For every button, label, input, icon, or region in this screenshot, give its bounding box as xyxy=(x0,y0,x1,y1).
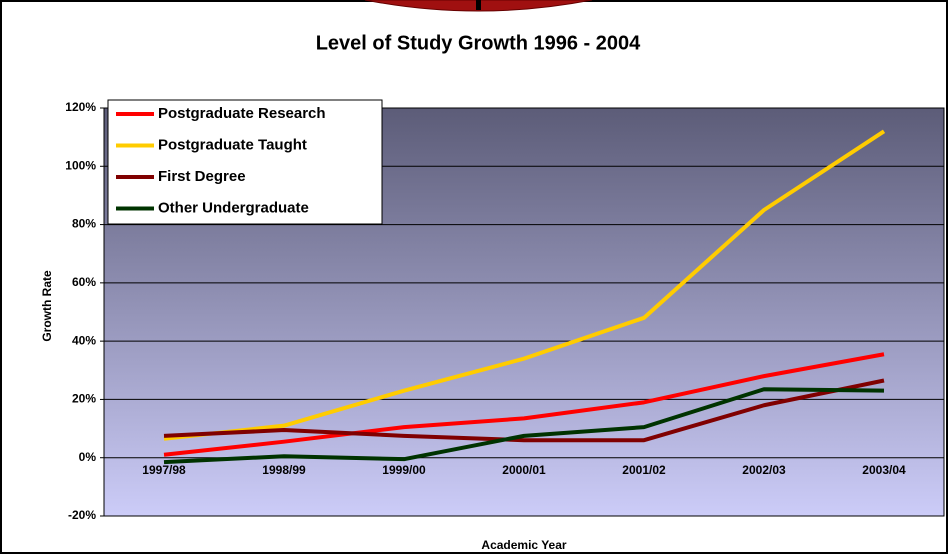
x-tick-label: 1999/00 xyxy=(382,463,426,477)
y-tick-label: -20% xyxy=(68,508,96,522)
x-tick-label: 1997/98 xyxy=(142,463,186,477)
series-line xyxy=(163,387,885,465)
series-line xyxy=(163,378,885,443)
y-tick-label: 120% xyxy=(65,100,96,114)
legend-label: First Degree xyxy=(158,168,246,185)
y-tick-label: 100% xyxy=(65,158,96,172)
legend-box xyxy=(107,99,383,225)
x-tick-label: 2000/01 xyxy=(502,463,546,477)
decoration xyxy=(476,0,481,10)
series-line xyxy=(163,129,886,441)
y-tick-label: 60% xyxy=(72,275,96,289)
series-line xyxy=(163,352,885,457)
x-tick-label: 2002/03 xyxy=(742,463,786,477)
y-tick-label: 40% xyxy=(72,333,96,347)
y-tick-label: 0% xyxy=(79,450,97,464)
legend-label: Postgraduate Research xyxy=(158,105,326,122)
y-tick-label: 20% xyxy=(72,392,96,406)
x-axis-label: Academic Year xyxy=(481,538,567,552)
y-tick-label: 80% xyxy=(72,217,96,231)
x-tick-label: 2001/02 xyxy=(622,463,666,477)
x-tick-label: 1998/99 xyxy=(262,463,306,477)
x-tick-label: 2003/04 xyxy=(862,463,906,477)
legend-label: Other Undergraduate xyxy=(158,199,309,216)
chart-title: Level of Study Growth 1996 - 2004 xyxy=(316,32,641,54)
legend-label: Postgraduate Taught xyxy=(158,136,307,153)
y-axis-label: Growth Rate xyxy=(40,270,54,342)
